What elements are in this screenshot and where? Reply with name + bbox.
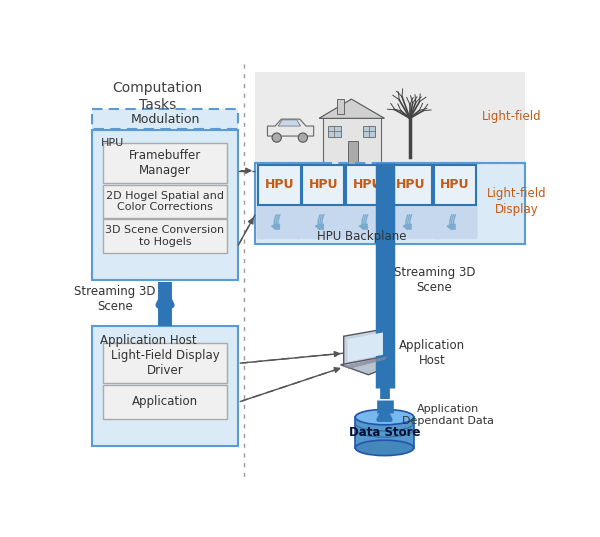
- Text: Streaming 3D
Scene: Streaming 3D Scene: [74, 285, 156, 313]
- Text: Application Host: Application Host: [100, 334, 196, 347]
- Bar: [434, 164, 476, 205]
- Text: Computation
Tasks: Computation Tasks: [112, 82, 202, 112]
- Circle shape: [298, 133, 308, 142]
- Bar: [328, 126, 341, 137]
- Polygon shape: [268, 119, 314, 136]
- Polygon shape: [319, 99, 385, 118]
- Bar: [103, 384, 227, 419]
- Ellipse shape: [355, 440, 414, 455]
- Bar: [92, 326, 238, 446]
- Bar: [355, 417, 414, 448]
- Text: Light-field: Light-field: [482, 110, 541, 124]
- Text: 3D Scene Conversion
to Hogels: 3D Scene Conversion to Hogels: [106, 226, 224, 247]
- Text: Streaming 3D
Scene: Streaming 3D Scene: [394, 266, 475, 294]
- Polygon shape: [341, 355, 395, 375]
- Text: HPU Backplane: HPU Backplane: [317, 230, 406, 243]
- FancyBboxPatch shape: [301, 205, 346, 239]
- Text: HPU: HPU: [352, 178, 382, 191]
- Circle shape: [272, 133, 281, 142]
- Bar: [92, 109, 238, 129]
- Bar: [92, 130, 238, 280]
- Text: HPU: HPU: [101, 137, 124, 148]
- Text: Data Store: Data Store: [349, 426, 420, 439]
- Bar: [103, 185, 227, 219]
- Bar: [323, 117, 380, 167]
- Bar: [302, 164, 344, 205]
- Text: Application
Host: Application Host: [399, 339, 466, 367]
- FancyBboxPatch shape: [432, 205, 478, 239]
- Polygon shape: [347, 332, 383, 361]
- Text: Light-Field Display
Driver: Light-Field Display Driver: [110, 349, 220, 377]
- FancyBboxPatch shape: [257, 205, 302, 239]
- FancyBboxPatch shape: [344, 205, 390, 239]
- Bar: [347, 141, 358, 167]
- Bar: [337, 99, 344, 114]
- Bar: [346, 164, 388, 205]
- Ellipse shape: [355, 409, 414, 425]
- Bar: [255, 72, 524, 163]
- Text: Application: Application: [132, 395, 198, 408]
- Bar: [103, 219, 227, 253]
- Bar: [390, 164, 432, 205]
- FancyBboxPatch shape: [388, 205, 434, 239]
- Bar: [103, 343, 227, 383]
- Text: Framebuffer
Manager: Framebuffer Manager: [129, 149, 201, 177]
- Bar: [258, 164, 301, 205]
- Text: 2D Hogel Spatial and
Color Corrections: 2D Hogel Spatial and Color Corrections: [106, 191, 224, 212]
- Text: Application
Dependant Data: Application Dependant Data: [403, 404, 494, 426]
- Text: HPU: HPU: [308, 178, 338, 191]
- Bar: [103, 143, 227, 183]
- Bar: [363, 126, 375, 137]
- Text: Modulation: Modulation: [130, 113, 200, 126]
- Text: HPU: HPU: [397, 178, 426, 191]
- Text: Light-field
Display: Light-field Display: [487, 187, 547, 215]
- Polygon shape: [344, 329, 387, 365]
- Bar: [255, 163, 524, 244]
- Text: HPU: HPU: [440, 178, 470, 191]
- Polygon shape: [278, 120, 301, 126]
- Text: HPU: HPU: [265, 178, 294, 191]
